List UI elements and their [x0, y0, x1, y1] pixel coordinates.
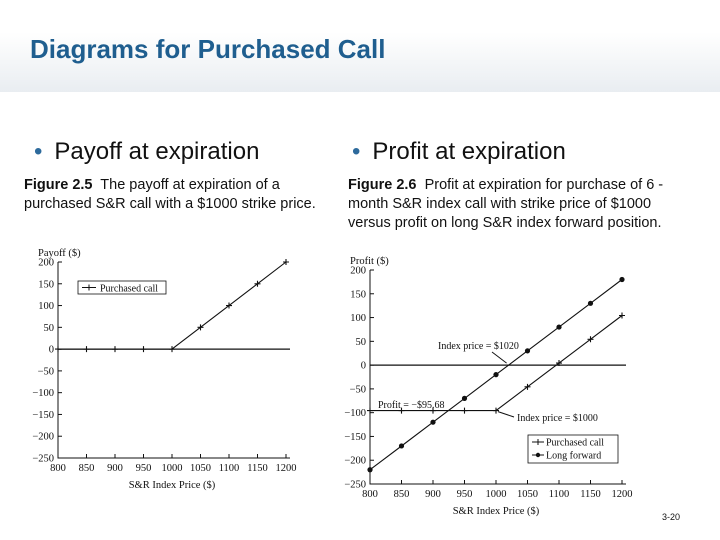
legend-marker-long-forward: [535, 452, 541, 458]
slide-number: 3-20: [661, 512, 680, 522]
x-tick-label: 800: [50, 463, 66, 474]
legend-marker-purchased-call: [532, 439, 544, 445]
right-caption-figure: Figure 2.6: [348, 177, 417, 193]
y-tick-label: 50: [356, 337, 367, 348]
y-tick-label: −50: [350, 384, 366, 395]
left-caption-figure: Figure 2.5: [24, 177, 93, 193]
y-tick-label: 150: [38, 279, 54, 290]
purchased-call-point: [83, 346, 90, 353]
legend-marker-purchased-call: [82, 284, 96, 291]
x-axis-title: S&R Index Price ($): [129, 480, 216, 491]
x-tick-label: 1200: [276, 463, 297, 474]
y-tick-label: 200: [350, 266, 366, 277]
x-tick-label: 900: [107, 463, 123, 474]
y-tick-label: −150: [32, 410, 54, 421]
purchased-call-line: [370, 315, 623, 412]
long-forward-point: [430, 419, 436, 425]
long-forward-point: [619, 276, 625, 283]
annotation-arrow: [497, 411, 515, 418]
long-forward-point: [367, 467, 373, 473]
purchased-call-point: [524, 383, 531, 390]
purchased-call-point: [619, 312, 625, 319]
x-axis-title: S&R Index Price ($): [453, 506, 540, 517]
y-axis-title: Payoff ($): [38, 248, 81, 259]
purchased-call-point: [283, 259, 289, 265]
long-forward-point: [556, 324, 562, 330]
y-axis-title: Profit ($): [350, 256, 389, 267]
purchased-call-point: [254, 280, 261, 287]
x-tick-label: 1050: [517, 489, 538, 500]
annotation-arrow: [491, 351, 507, 364]
y-tick-label: −100: [32, 388, 54, 399]
annotation-breakeven: Index price = $1020: [438, 341, 519, 352]
long-forward-point: [493, 372, 499, 378]
purchased-call-point: [55, 346, 61, 353]
y-tick-label: −50: [38, 366, 54, 377]
long-forward-point: [461, 395, 468, 401]
y-tick-label: 150: [350, 289, 366, 300]
purchased-call-point: [169, 346, 175, 353]
purchased-call-point: [226, 302, 232, 309]
y-tick-label: −150: [344, 432, 366, 443]
left-caption: Figure 2.5 The payoff at expiration of a…: [24, 176, 324, 214]
left-bullet: • Payoff at expiration: [34, 138, 259, 166]
x-tick-label: 900: [425, 489, 441, 500]
x-tick-label: 850: [394, 489, 410, 500]
y-tick-label: 0: [361, 361, 366, 372]
right-caption: Figure 2.6 Profit at expiration for purc…: [348, 176, 693, 233]
y-tick-label: 100: [350, 313, 366, 324]
x-tick-label: 1000: [162, 463, 183, 474]
bullet-dot-icon: •: [34, 138, 43, 165]
y-tick-label: 100: [38, 301, 54, 312]
y-tick-label: 200: [38, 258, 54, 269]
y-tick-label: −250: [32, 454, 54, 465]
right-bullet-text: Profit at expiration: [372, 138, 566, 165]
slide-title: Diagrams for Purchased Call: [30, 34, 386, 64]
y-tick-label: 0: [49, 345, 54, 356]
x-tick-label: 1000: [486, 489, 507, 500]
legend-label-purchased-call: Purchased call: [546, 438, 604, 449]
long-forward-point: [587, 300, 594, 306]
x-tick-label: 1050: [190, 463, 211, 474]
legend-label-long-forward: Long forward: [546, 451, 601, 462]
x-tick-label: 800: [362, 489, 378, 500]
x-tick-label: 1100: [549, 489, 570, 500]
right-bullet: • Profit at expiration: [352, 138, 566, 166]
legend-label-purchased-call: Purchased call: [100, 284, 158, 295]
legend-box: [77, 280, 167, 295]
long-forward-point: [398, 443, 405, 449]
legend-box: [527, 434, 619, 464]
purchased-call-point: [112, 346, 118, 353]
x-tick-label: 850: [79, 463, 95, 474]
y-tick-label: 50: [44, 323, 55, 334]
purchased-call-point: [197, 324, 204, 331]
y-tick-label: −200: [32, 432, 54, 443]
title-bar: [0, 0, 720, 92]
purchased-call-point: [140, 346, 147, 353]
y-tick-label: −200: [344, 456, 366, 467]
y-tick-label: −250: [344, 480, 366, 491]
annotation-profit: Profit = −$95.68: [378, 400, 445, 411]
bullet-dot-icon: •: [352, 138, 361, 165]
long-forward-point: [524, 348, 531, 354]
x-tick-label: 1200: [612, 489, 633, 500]
purchased-call-point: [556, 360, 562, 367]
annotation-strike: Index price = $1000: [517, 413, 598, 424]
x-tick-label: 1100: [219, 463, 240, 474]
left-caption-text: The payoff at expiration of a purchased …: [24, 177, 316, 212]
x-tick-label: 1150: [247, 463, 268, 474]
y-tick-label: −100: [344, 408, 366, 419]
x-tick-label: 1150: [580, 489, 601, 500]
right-caption-text: Profit at expiration for purchase of 6 -…: [348, 177, 664, 231]
x-tick-label: 950: [136, 463, 152, 474]
left-bullet-text: Payoff at expiration: [54, 138, 260, 165]
x-tick-label: 950: [457, 489, 473, 500]
purchased-call-point: [587, 336, 594, 343]
